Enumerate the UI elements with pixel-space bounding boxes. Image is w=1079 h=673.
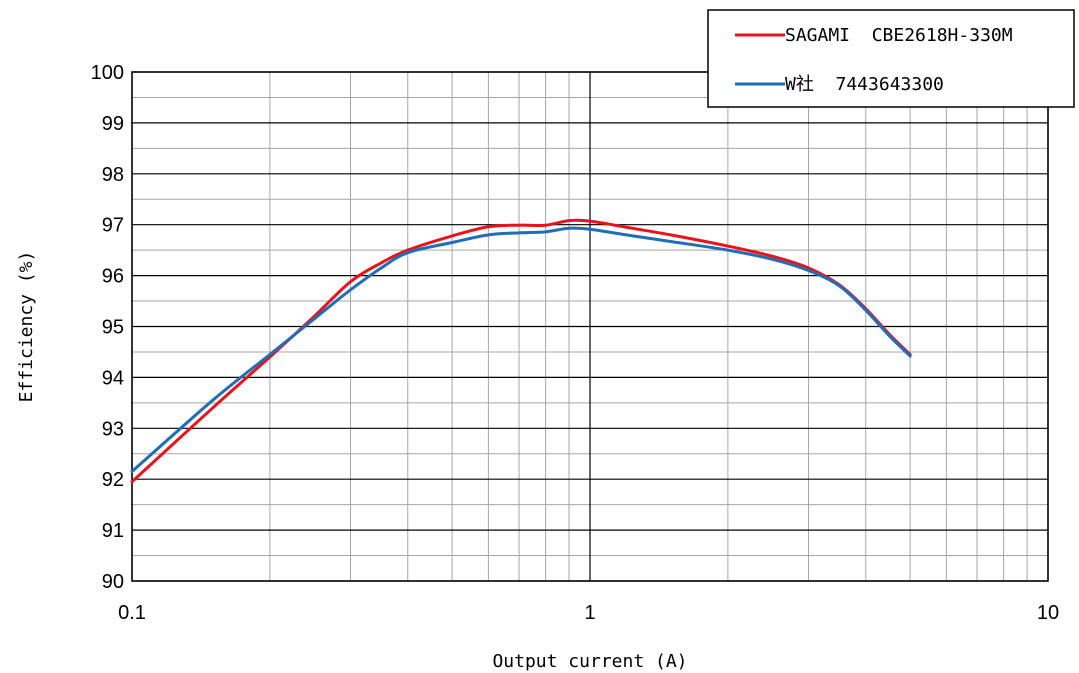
x-tick-label: 1	[584, 602, 595, 624]
plot-frame	[131, 71, 1049, 582]
y-axis-title: Efficiency (%)	[16, 251, 37, 403]
series-layer	[130, 218, 912, 484]
y-tick-label: 97	[102, 215, 124, 237]
y-tick-label: 92	[102, 469, 124, 491]
y-tick-labels: 90 91 92 93 94 95 96 97 98 99 100	[91, 62, 124, 593]
y-tick-label: 91	[102, 520, 124, 542]
y-tick-label: 90	[102, 571, 124, 593]
x-axis-title: Output current (A)	[492, 651, 687, 672]
y-tick-label: 96	[102, 266, 124, 288]
y-tick-label: 94	[102, 367, 124, 389]
y-tick-label: 100	[91, 62, 124, 84]
series-line-2	[130, 226, 912, 474]
series-line-1	[130, 218, 912, 484]
legend-label-series-1: SAGAMI CBE2618H-330M	[785, 25, 1013, 46]
legend: SAGAMI CBE2618H-330M W社 7443643300	[707, 9, 1075, 108]
legend-label-series-2: W社 7443643300	[785, 74, 944, 95]
x-tick-labels: 0.1 1 10	[118, 602, 1059, 624]
x-tick-label: 0.1	[118, 602, 146, 624]
y-tick-label: 93	[102, 418, 124, 440]
y-tick-label: 95	[102, 317, 124, 339]
y-tick-label: 99	[102, 113, 124, 135]
y-tick-label: 98	[102, 164, 124, 186]
x-tick-label: 10	[1037, 602, 1059, 624]
legend-box	[707, 9, 1075, 108]
